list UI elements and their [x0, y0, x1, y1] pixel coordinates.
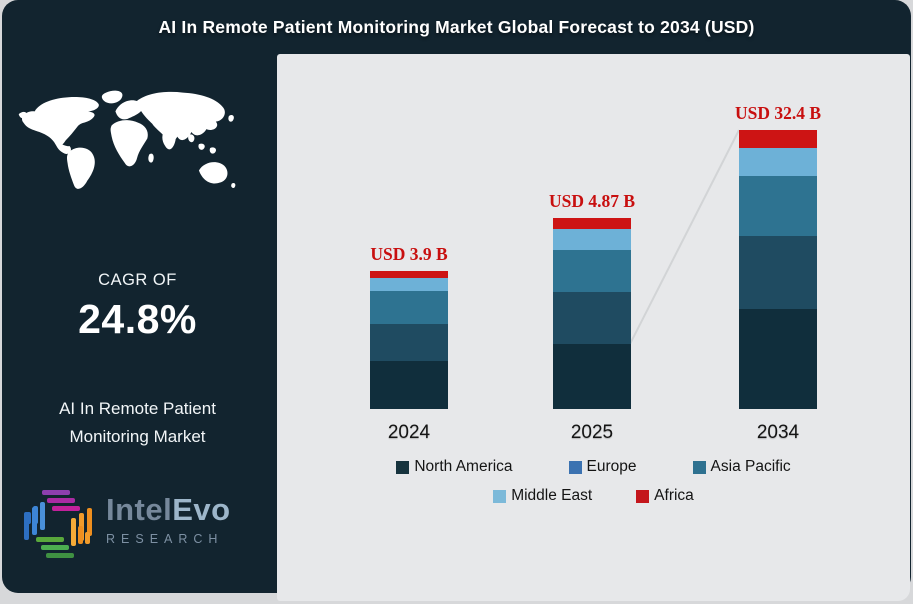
legend-label: Europe	[586, 458, 637, 475]
legend-swatch-icon	[636, 489, 650, 503]
legend-label: North America	[414, 458, 513, 475]
chart-panel: USD 3.9 B 2024 USD 4.87 B 2025 USD 32.4 B 203…	[277, 54, 910, 601]
segment-europe	[739, 236, 817, 309]
legend-item-north-america: North America	[396, 458, 513, 476]
legend-swatch-icon	[692, 460, 706, 474]
bar-2034: USD 32.4 B	[735, 103, 821, 409]
legend-swatch-icon	[568, 460, 582, 474]
logo-pinwheel-icon	[18, 484, 98, 564]
bar-2024: USD 3.9 B	[370, 244, 448, 409]
legend-swatch-icon	[396, 460, 410, 474]
x-axis-label-2024: 2024	[387, 422, 431, 443]
segment-europe	[370, 324, 448, 361]
segment-north-america	[370, 361, 448, 409]
x-axis-label-2034: 2034	[756, 422, 800, 443]
market-name-line2: Monitoring Market	[69, 427, 206, 446]
legend-label: Asia Pacific	[710, 458, 791, 475]
market-name-line1: AI In Remote Patient	[59, 399, 216, 418]
legend-label: Middle East	[511, 487, 593, 504]
segment-africa	[370, 271, 448, 278]
logo-name-part2: Evo	[172, 492, 231, 527]
logo-name-part1: Intel	[106, 492, 173, 527]
legend-row-2: Middle East Africa	[277, 487, 910, 505]
bar-total-label: USD 3.9 B	[370, 244, 448, 264]
segment-europe	[553, 292, 631, 344]
cagr-value: 24.8%	[78, 296, 197, 342]
legend-item-middle-east: Middle East	[493, 487, 592, 505]
bar-total-label: USD 4.87 B	[548, 191, 636, 211]
world-map-icon	[14, 86, 260, 208]
legend-item-africa: Africa	[636, 487, 694, 505]
segment-middle-east	[370, 278, 448, 291]
logo-wordmark: IntelEvo RESEARCH	[106, 492, 231, 546]
legend: North America Europe Asia Pacific Middle Ea…	[277, 458, 910, 505]
logo-subtitle: RESEARCH	[106, 532, 224, 546]
page-title: AI In Remote Patient Monitoring Market G…	[158, 17, 755, 37]
segment-north-america	[739, 309, 817, 409]
legend-item-europe: Europe	[568, 458, 637, 476]
cagr-label: CAGR OF	[98, 271, 177, 289]
segment-asia-pacific	[370, 291, 448, 324]
legend-swatch-icon	[493, 489, 507, 503]
segment-north-america	[553, 344, 631, 409]
bar-total-label: USD 32.4 B	[734, 103, 822, 123]
legend-row-1: North America Europe Asia Pacific	[277, 458, 910, 476]
segment-asia-pacific	[553, 250, 631, 292]
segment-middle-east	[739, 148, 817, 176]
sidebar: CAGR OF 24.8% AI In Remote Patient Monit…	[0, 0, 275, 604]
logo-name: IntelEvo	[106, 492, 231, 528]
market-name: AI In Remote Patient Monitoring Market	[0, 395, 275, 451]
segment-africa	[739, 130, 817, 148]
segment-asia-pacific	[739, 176, 817, 236]
brand-logo: IntelEvo RESEARCH	[18, 484, 268, 570]
legend-item-asia-pacific: Asia Pacific	[692, 458, 791, 476]
segment-africa	[553, 218, 631, 229]
segment-middle-east	[553, 229, 631, 250]
x-axis-label-2025: 2025	[570, 422, 614, 443]
legend-label: Africa	[654, 487, 694, 504]
bar-2025: USD 4.87 B	[549, 191, 635, 409]
